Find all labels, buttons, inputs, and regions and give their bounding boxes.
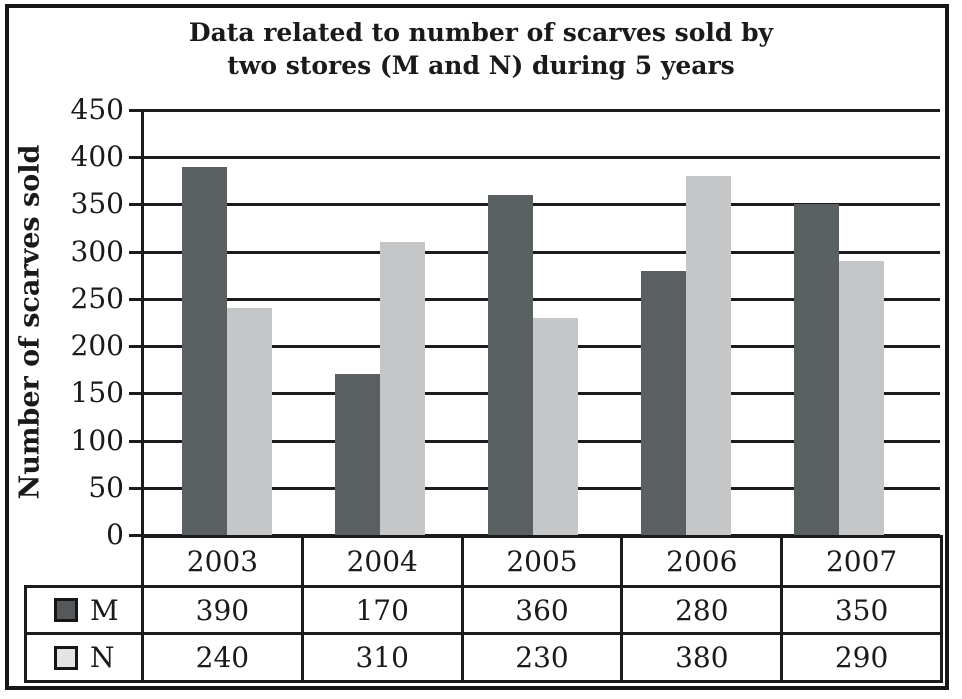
gridline-250 bbox=[144, 298, 940, 301]
y-tick-250 bbox=[129, 298, 144, 301]
series-row-m: M 390 170 360 280 350 bbox=[27, 588, 940, 635]
series-row-n: N 240 310 230 380 290 bbox=[27, 635, 940, 680]
bar-m-2003 bbox=[182, 167, 227, 535]
y-axis-line bbox=[141, 110, 144, 538]
legend-cell-n: N bbox=[27, 635, 144, 680]
year-cell-2005: 2005 bbox=[464, 538, 624, 585]
y-tick-label-200: 200 bbox=[70, 329, 124, 362]
bar-m-2007 bbox=[794, 204, 839, 535]
gridline-300 bbox=[144, 251, 940, 254]
bar-n-2003 bbox=[227, 308, 272, 535]
value-cell-m-2006: 280 bbox=[623, 588, 784, 632]
y-tick-450 bbox=[129, 109, 144, 112]
y-tick-50 bbox=[129, 487, 144, 490]
y-tick-300 bbox=[129, 251, 144, 254]
gridline-450 bbox=[144, 109, 940, 112]
value-cell-n-2005: 230 bbox=[464, 635, 624, 680]
legend-cell-m: M bbox=[27, 588, 144, 632]
y-tick-label-0: 0 bbox=[106, 518, 124, 551]
legend-label-m: M bbox=[90, 593, 119, 627]
y-tick-label-100: 100 bbox=[70, 424, 124, 457]
y-tick-label-300: 300 bbox=[70, 235, 124, 268]
y-tick-label-350: 350 bbox=[70, 187, 124, 220]
chart-title-line2: two stores (M and N) during 5 years bbox=[227, 51, 735, 80]
plot-area: 0 50 100 150 200 250 300 350 400 450 bbox=[71, 93, 940, 551]
bar-m-2005 bbox=[488, 195, 533, 535]
y-tick-100 bbox=[129, 440, 144, 443]
value-cell-n-2003: 240 bbox=[144, 635, 304, 680]
bar-m-2006 bbox=[641, 271, 686, 535]
value-cell-n-2006: 380 bbox=[623, 635, 784, 680]
legend-label-n: N bbox=[90, 641, 115, 674]
value-cell-m-2004: 170 bbox=[304, 588, 464, 632]
value-cell-m-2003: 390 bbox=[144, 588, 304, 632]
y-tick-200 bbox=[129, 345, 144, 348]
y-tick-label-150: 150 bbox=[70, 376, 124, 409]
y-tick-350 bbox=[129, 203, 144, 206]
bar-n-2004 bbox=[380, 242, 425, 535]
bar-m-2004 bbox=[335, 374, 380, 535]
y-tick-label-400: 400 bbox=[70, 140, 124, 173]
y-tick-label-250: 250 bbox=[70, 282, 124, 315]
year-cell-2004: 2004 bbox=[304, 538, 464, 585]
year-cell-2003: 2003 bbox=[144, 538, 304, 585]
bar-n-2005 bbox=[533, 318, 578, 535]
bar-n-2006 bbox=[686, 176, 731, 535]
y-axis-title: Number of scarves sold bbox=[14, 144, 46, 500]
y-tick-150 bbox=[129, 392, 144, 395]
year-cell-2007: 2007 bbox=[825, 545, 898, 578]
y-tick-400 bbox=[129, 156, 144, 159]
value-cell-n-2007: 290 bbox=[834, 641, 889, 674]
value-cell-n-2004: 310 bbox=[304, 635, 464, 680]
legend-data-table: M 390 170 360 280 350 N 240 310 230 380 290 bbox=[24, 585, 943, 683]
year-cell-2006: 2006 bbox=[623, 538, 784, 585]
legend-swatch-m bbox=[54, 598, 78, 622]
year-header-row: 2003 2004 2005 2006 2007 bbox=[141, 535, 943, 588]
y-tick-label-450: 450 bbox=[70, 93, 124, 126]
legend-swatch-n bbox=[54, 645, 78, 670]
y-tick-0 bbox=[129, 534, 144, 537]
value-cell-m-2007: 350 bbox=[834, 593, 889, 627]
chart-title: Data related to number of scarves sold b… bbox=[0, 16, 962, 82]
bar-n-2007 bbox=[839, 261, 884, 535]
value-cell-m-2005: 360 bbox=[464, 588, 624, 632]
gridline-400 bbox=[144, 156, 940, 159]
gridline-350 bbox=[144, 203, 940, 206]
chart-title-line1: Data related to number of scarves sold b… bbox=[188, 18, 774, 47]
y-tick-label-50: 50 bbox=[88, 471, 124, 504]
